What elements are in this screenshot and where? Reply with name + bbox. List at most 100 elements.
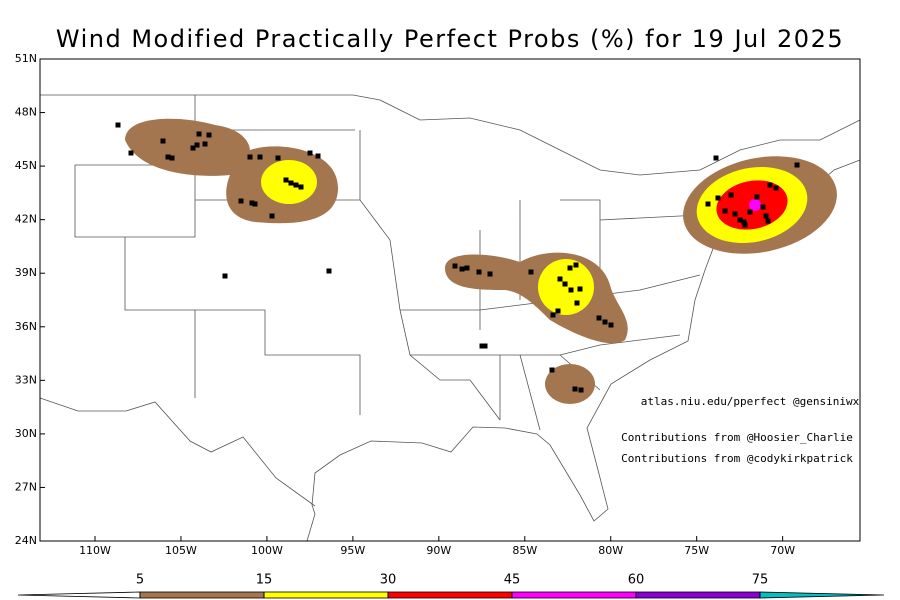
y-tick-label: 30N: [15, 427, 37, 440]
storm-reports: [115, 122, 800, 393]
report: [713, 155, 719, 161]
probability-contours: [125, 118, 837, 404]
annotation: Contributions from @codykirkpatrick: [621, 452, 853, 465]
colorbar-segment: [635, 591, 761, 599]
report: [573, 262, 579, 268]
report: [283, 177, 289, 183]
report: [567, 265, 573, 271]
report: [550, 312, 556, 318]
report: [741, 219, 747, 225]
colorbar-label: 60: [628, 573, 645, 588]
colorbar-label: 45: [504, 573, 521, 588]
y-tick-label: 48N: [15, 106, 37, 119]
report: [257, 154, 263, 160]
report: [549, 367, 555, 373]
report: [169, 155, 175, 161]
report: [298, 184, 304, 190]
x-tick-label: 110W: [79, 544, 111, 557]
report: [705, 201, 711, 207]
report: [252, 201, 258, 207]
colorbar-segment: [511, 591, 637, 599]
x-tick-label: 100W: [251, 544, 283, 557]
y-tick-label: 27N: [15, 480, 37, 493]
report: [476, 269, 482, 275]
report: [608, 322, 614, 328]
report: [528, 269, 534, 275]
y-tick-label: 24N: [15, 534, 37, 547]
report: [249, 200, 255, 206]
report: [288, 180, 294, 186]
report: [767, 182, 773, 188]
colorbar-label: 30: [380, 573, 397, 588]
report: [275, 155, 281, 161]
y-tick-label: 45N: [15, 159, 37, 172]
report: [479, 343, 485, 349]
report: [773, 185, 779, 191]
report: [763, 213, 769, 219]
x-tick-label: 75W: [684, 544, 709, 557]
report: [464, 265, 470, 271]
report: [572, 386, 578, 392]
report: [202, 141, 208, 147]
x-tick-label: 70W: [770, 544, 795, 557]
report: [562, 281, 568, 287]
y-tick-label: 51N: [15, 52, 37, 65]
report: [568, 287, 574, 293]
report: [754, 194, 760, 200]
report: [760, 204, 766, 210]
x-tick-label: 105W: [165, 544, 197, 557]
annotation: Contributions from @Hoosier_Charlie: [621, 431, 853, 444]
report: [238, 198, 244, 204]
report: [128, 150, 134, 156]
report: [794, 162, 800, 168]
report: [222, 273, 228, 279]
colorbar-segment: [387, 591, 513, 599]
colorbar-label: 15: [256, 573, 273, 588]
colorbar-segment: [263, 591, 389, 599]
colorbar-label: 5: [136, 573, 144, 588]
colorbar-label: 75: [752, 573, 769, 588]
report: [482, 343, 488, 349]
report: [557, 276, 563, 282]
report: [578, 387, 584, 393]
report: [315, 153, 321, 159]
report: [206, 132, 212, 138]
map-frame: [39, 58, 861, 542]
report: [269, 213, 275, 219]
report: [728, 192, 734, 198]
report: [715, 195, 721, 201]
colorbar-segment: [139, 591, 265, 599]
y-tick-label: 36N: [15, 320, 37, 333]
report: [196, 131, 202, 137]
report: [737, 217, 743, 223]
x-tick-label: 95W: [340, 544, 365, 557]
report: [577, 286, 583, 292]
report: [307, 150, 313, 156]
report: [459, 266, 465, 272]
report: [747, 209, 753, 215]
report: [452, 263, 458, 269]
report: [722, 208, 728, 214]
contour: [749, 199, 761, 211]
contour: [545, 364, 595, 404]
report: [487, 271, 493, 277]
contour: [538, 259, 594, 315]
y-tick-label: 33N: [15, 373, 37, 386]
x-tick-label: 85W: [512, 544, 537, 557]
report: [574, 300, 580, 306]
report: [326, 268, 332, 274]
report: [165, 154, 171, 160]
report: [555, 308, 561, 314]
x-tick-label: 80W: [598, 544, 623, 557]
report: [293, 182, 299, 188]
y-tick-label: 39N: [15, 266, 37, 279]
report: [742, 222, 748, 228]
report: [160, 138, 166, 144]
x-tick-label: 90W: [426, 544, 451, 557]
annotation: atlas.niu.edu/pperfect @gensiniwx: [641, 395, 860, 408]
y-tick-label: 42N: [15, 213, 37, 226]
report: [247, 154, 253, 160]
report: [596, 315, 602, 321]
report: [765, 218, 771, 224]
